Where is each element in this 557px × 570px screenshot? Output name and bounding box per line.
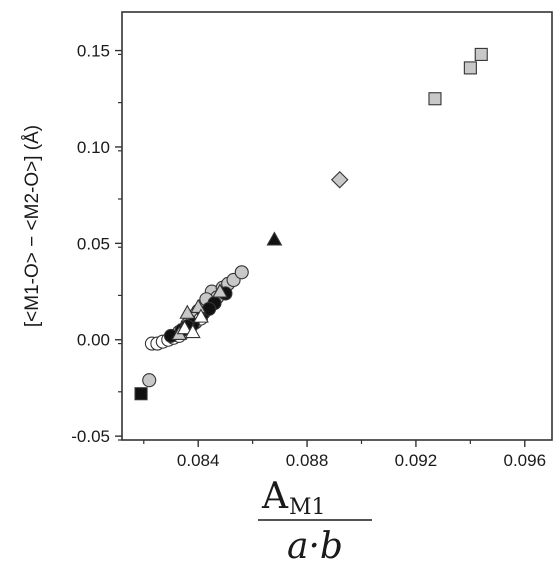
circle-marker bbox=[234, 265, 249, 280]
circle-marker bbox=[202, 301, 217, 316]
x-tick-label: 0.088 bbox=[286, 451, 329, 470]
y-tick-label: -0.05 bbox=[71, 427, 110, 446]
square-marker bbox=[428, 92, 442, 106]
circle-marker bbox=[142, 373, 157, 388]
y-axis: -0.05 0.00 0.05 0.10 0.15 bbox=[71, 42, 122, 446]
y-tick-label: 0.10 bbox=[77, 138, 110, 157]
triangle-marker bbox=[179, 304, 196, 319]
x-label-denominator: a·b bbox=[287, 526, 343, 567]
x-label-numerator: A bbox=[261, 476, 289, 517]
x-label-numerator-subscript: M1 bbox=[289, 495, 326, 520]
triangle-marker bbox=[192, 308, 209, 323]
y-tick-label: 0.00 bbox=[77, 331, 110, 350]
x-tick-label: 0.084 bbox=[177, 451, 220, 470]
plot-frame bbox=[121, 11, 553, 441]
y-tick-label: 0.15 bbox=[77, 42, 110, 61]
square-marker bbox=[463, 61, 477, 75]
y-tick-label: 0.05 bbox=[77, 234, 110, 253]
square-marker bbox=[134, 387, 148, 401]
x-axis-label: A M1 a·b bbox=[258, 476, 372, 567]
triangle-marker bbox=[190, 298, 207, 314]
triangle-marker bbox=[212, 283, 228, 298]
triangle-marker bbox=[184, 323, 201, 339]
data-markers bbox=[134, 47, 488, 401]
triangle-marker bbox=[266, 231, 283, 246]
square-marker bbox=[474, 47, 488, 61]
diamond-marker bbox=[330, 170, 349, 189]
x-axis: 0.084 0.088 0.092 0.096 bbox=[143, 440, 547, 470]
x-tick-label: 0.096 bbox=[504, 451, 547, 470]
x-tick-label: 0.092 bbox=[395, 451, 438, 470]
y-axis-label: [<M1-O> − <M2-O>] (Å) bbox=[22, 125, 43, 327]
triangle-marker bbox=[176, 320, 193, 335]
